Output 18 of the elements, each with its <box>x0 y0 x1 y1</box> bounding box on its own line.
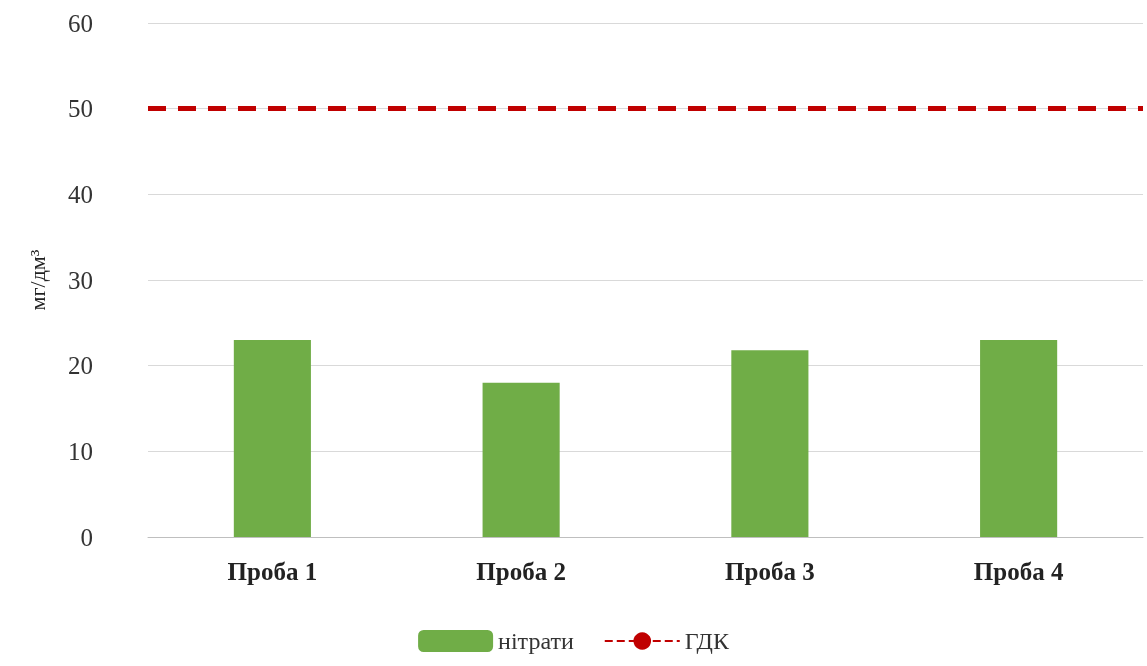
x-tick-label: Проба 2 <box>476 558 566 585</box>
legend-label: нітрати <box>498 628 574 654</box>
y-tick-label: 10 <box>68 437 93 465</box>
bar <box>233 339 311 537</box>
bar <box>980 339 1058 537</box>
legend-label: ГДК <box>684 628 730 654</box>
y-tick-label: 40 <box>68 180 93 208</box>
y-tick-label: 30 <box>68 266 93 294</box>
y-tick-label: 50 <box>68 95 93 123</box>
y-tick-label: 60 <box>68 9 93 37</box>
bar <box>731 350 809 537</box>
bar <box>482 382 560 537</box>
x-tick-label: Проба 4 <box>973 558 1064 585</box>
x-tick-label: Проба 1 <box>227 558 318 585</box>
x-tick-label: Проба 3 <box>725 558 815 585</box>
y-tick-label: 20 <box>68 352 93 380</box>
y-tick-label: 0 <box>80 523 93 551</box>
y-axis-title: мг/дм³ <box>24 249 50 311</box>
